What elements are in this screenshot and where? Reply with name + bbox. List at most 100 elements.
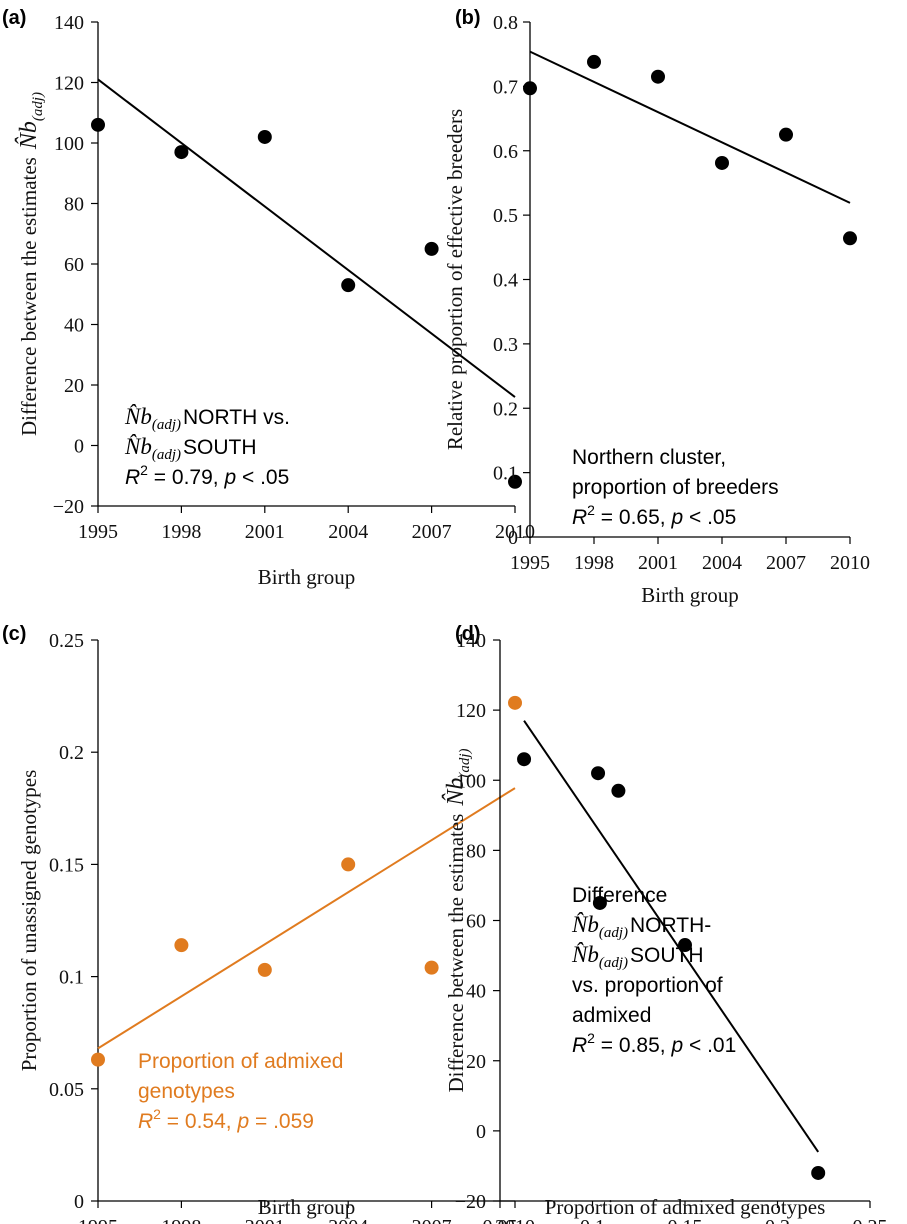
- panel-label-a: (a): [2, 7, 26, 29]
- annotation-text: NORTH-: [630, 914, 711, 937]
- annotation-line: N̂b(adj)SOUTH: [571, 941, 704, 971]
- annotation-text: R: [572, 1034, 587, 1057]
- y-tick-label: 0: [74, 1191, 84, 1213]
- y-axis-label-text: Difference between the estimates: [444, 814, 468, 1093]
- annotation-line: Northern cluster,: [572, 446, 726, 469]
- annotation-text: (adj): [152, 417, 181, 433]
- annotation-text: SOUTH: [630, 944, 704, 967]
- x-axis-label: Birth group: [641, 583, 738, 607]
- annotation-text: (adj): [599, 955, 628, 971]
- data-point: [257, 129, 272, 144]
- annotation-text: 2: [587, 502, 595, 518]
- annotation-line: proportion of breeders: [572, 476, 779, 499]
- annotation-line: Difference: [572, 884, 667, 907]
- y-tick-label: 80: [64, 194, 84, 216]
- y-tick-label: 0.1: [493, 463, 518, 485]
- panel-label-c: (c): [2, 623, 26, 645]
- y-axis-label: Difference between the estimates N̂b(adj): [442, 748, 473, 1092]
- y-tick-label: 0.25: [49, 630, 84, 652]
- x-tick-label: 0.2: [765, 1216, 790, 1224]
- annotation-text: < .05: [236, 466, 289, 489]
- data-point: [91, 1052, 105, 1067]
- annotation-text: p: [670, 506, 683, 529]
- y-tick-label: 140: [456, 630, 486, 652]
- annotation-text: proportion of breeders: [572, 476, 779, 499]
- annotation-text: < .01: [683, 1034, 736, 1057]
- annotation-text: R: [138, 1110, 153, 1133]
- y-tick-label: 40: [64, 315, 84, 337]
- annotation-text: Proportion of admixed: [138, 1050, 343, 1073]
- data-point: [508, 695, 522, 710]
- data-point: [592, 895, 607, 910]
- annotation-text: N̂: [124, 403, 142, 429]
- annotation-text: = 0.85,: [595, 1034, 671, 1057]
- panel-b: (b) 0 0.1 0.2 0.3 0.4 0.5 0.6 0.7 0.8 1995 1998 2001…: [443, 7, 870, 607]
- annotation-text: b: [140, 404, 152, 429]
- x-tick-label: 2004: [328, 521, 368, 543]
- annotation-text: p: [223, 466, 236, 489]
- y-axis-label: Proportion of unassigned genotypes: [17, 770, 41, 1072]
- annotation-text: (adj): [152, 447, 181, 463]
- annotation-line: vs. proportion of: [572, 974, 723, 997]
- data-point: [341, 278, 356, 293]
- annotation-text: SOUTH: [183, 436, 257, 459]
- x-axis-label: Proportion of admixed genotypes: [545, 1195, 826, 1219]
- data-point: [715, 155, 729, 170]
- annotation-text: vs. proportion of: [572, 974, 723, 997]
- data-point: [678, 938, 692, 953]
- data-point: [517, 752, 532, 767]
- data-point: [587, 54, 601, 69]
- data-point: [591, 766, 606, 781]
- annotation-text: admixed: [572, 1004, 651, 1027]
- y-tick-label: 100: [54, 133, 84, 155]
- y-tick-label: 20: [466, 1051, 486, 1073]
- annotation-text: Northern cluster,: [572, 446, 726, 469]
- annotation-text: p: [670, 1034, 683, 1057]
- data-point: [424, 960, 439, 975]
- y-tick-label: 40: [466, 981, 486, 1003]
- annotation-text: R: [125, 466, 140, 489]
- data-point: [341, 857, 356, 872]
- data-point: [651, 69, 665, 84]
- x-tick-label: 2007: [412, 1216, 452, 1224]
- annotation-line: N̂b(adj)NORTH-: [571, 911, 711, 941]
- x-tick-label: 2004: [702, 552, 742, 574]
- annotation-line: Proportion of admixed: [138, 1050, 343, 1073]
- annotation-line: R2 = 0.79, p < .05: [125, 462, 289, 489]
- x-tick-label: 2010: [495, 1216, 535, 1224]
- y-tick-label: 0.8: [493, 12, 518, 34]
- y-tick-label: 0.4: [493, 270, 518, 292]
- annotation-text: N̂: [124, 433, 142, 459]
- trendline: [523, 720, 820, 1153]
- y-axis-label-subscript: (adj): [30, 92, 46, 121]
- annotation-text: = .059: [249, 1110, 314, 1133]
- data-point: [91, 117, 105, 132]
- data-point: [523, 81, 537, 96]
- annotation-text: N̂: [571, 941, 589, 967]
- x-tick-label: 0.05: [483, 1216, 518, 1224]
- annotation-line: N̂b(adj)SOUTH: [124, 433, 257, 463]
- y-tick-label: 0.5: [493, 205, 518, 227]
- x-tick-label: 1998: [574, 552, 614, 574]
- x-axis-label: Birth group: [258, 565, 355, 589]
- y-tick-label: 0.7: [493, 76, 518, 98]
- y-axis-label-text: Relative proportion of effective breeder…: [443, 109, 467, 450]
- y-tick-label: 140: [54, 12, 84, 34]
- x-tick-label: 1995: [78, 1216, 118, 1224]
- y-tick-label: 0.15: [49, 854, 84, 876]
- x-tick-label: 2001: [245, 1216, 285, 1224]
- y-tick-label: −20: [53, 496, 84, 518]
- annotation-line: R2 = 0.65, p < .05: [572, 502, 736, 529]
- data-point: [843, 231, 857, 246]
- y-axis-label-text: Difference between the estimates: [17, 157, 41, 436]
- x-tick-label: 1995: [510, 552, 550, 574]
- x-tick-label: 2004: [328, 1216, 368, 1224]
- x-tick-label: 1995: [78, 521, 118, 543]
- annotation-text: b: [140, 434, 152, 459]
- data-point: [257, 962, 272, 977]
- x-axis-label: Birth group: [258, 1195, 355, 1219]
- y-axis-label-subscript: (adj): [457, 748, 473, 777]
- annotation-text: 2: [140, 462, 148, 478]
- y-tick-label: 20: [64, 375, 84, 397]
